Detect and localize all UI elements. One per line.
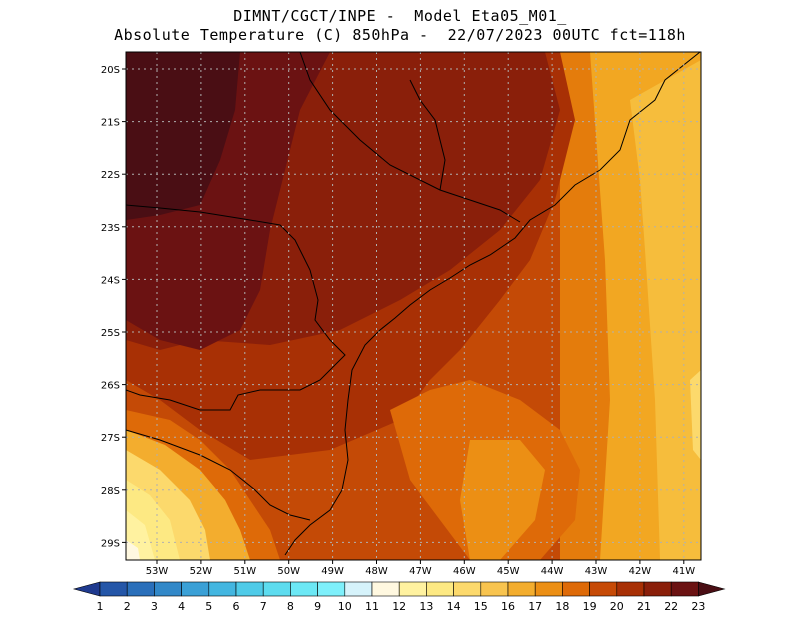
lon-tick-label: 51W <box>233 566 256 577</box>
colorbar-bin <box>344 581 373 597</box>
lat-tick-label: 25S <box>101 328 120 339</box>
lat-tick-label: 20S <box>101 65 120 76</box>
colorbar-label: 20 <box>610 600 624 613</box>
colorbar-label: 14 <box>447 600 461 613</box>
colorbar-bin <box>643 581 672 597</box>
colorbar-bin <box>317 581 346 597</box>
lon-tick-label: 52W <box>190 566 213 577</box>
lon-tick-label: 44W <box>541 566 564 577</box>
colorbar-label: 21 <box>637 600 651 613</box>
colorbar-bin <box>235 581 264 597</box>
lat-tick-label: 26S <box>101 381 120 392</box>
colorbar-label: 11 <box>365 600 379 613</box>
lat-tick-label: 28S <box>101 486 120 497</box>
lat-tick-label: 27S <box>101 433 120 444</box>
colorbar-bin <box>371 581 400 597</box>
colorbar-bin <box>616 581 645 597</box>
colorbar-label: 2 <box>124 600 131 613</box>
colorbar-bin <box>290 581 318 597</box>
lat-tick-label: 23S <box>101 223 120 234</box>
colorbar-label: 5 <box>205 600 212 613</box>
colorbar-label: 9 <box>314 600 321 613</box>
coastline-borders <box>126 52 701 556</box>
lat-tick-label: 21S <box>101 118 120 129</box>
colorbar-bin <box>480 581 509 597</box>
colorbar-bin <box>99 581 128 597</box>
colorbar-bin <box>262 581 291 597</box>
lon-tick-label: 49W <box>321 566 344 577</box>
map-gridlines <box>126 52 701 560</box>
lon-tick-label: 48W <box>365 566 388 577</box>
colorbar-label: 7 <box>260 600 267 613</box>
lon-tick-label: 42W <box>629 566 652 577</box>
colorbar-bin <box>398 581 427 597</box>
colorbar-bin <box>154 581 182 597</box>
colorbar-bin <box>589 581 618 597</box>
colorbar <box>72 581 726 597</box>
colorbar-label: 22 <box>664 600 678 613</box>
lon-tick-label: 53W <box>146 566 169 577</box>
colorbar-label: 4 <box>178 600 185 613</box>
colorbar-bin <box>670 581 699 597</box>
lon-tick-label: 50W <box>277 566 300 577</box>
colorbar-bin <box>453 581 482 597</box>
latitude-labels: 20S 21S 22S 23S 24S 25S 26S 27S 28S 29S <box>101 65 126 549</box>
lon-tick-label: 43W <box>585 566 608 577</box>
colorbar-label: 3 <box>151 600 158 613</box>
longitude-labels: 53W 52W 51W 50W 49W 48W 47W 46W 45W 44W 43W 42W 41W <box>146 560 695 577</box>
colorbar-bin <box>562 581 590 597</box>
colorbar-left-arrow <box>72 581 101 597</box>
map-subtitle: Absolute Temperature (C) 850hPa - 22/07/… <box>114 26 686 44</box>
lon-tick-label: 46W <box>453 566 476 577</box>
colorbar-label: 1 <box>97 600 104 613</box>
colorbar-labels: 1 2 3 4 5 6 7 8 9 10 11 12 13 14 15 16 17 18 19 20 21 22 23 <box>97 600 706 613</box>
lon-tick-label: 47W <box>409 566 432 577</box>
colorbar-label: 18 <box>555 600 569 613</box>
colorbar-bin <box>507 581 536 597</box>
colorbar-bin <box>208 581 237 597</box>
colorbar-bin <box>181 581 210 597</box>
lat-tick-label: 22S <box>101 170 120 181</box>
colorbar-label: 13 <box>419 600 433 613</box>
colorbar-label: 12 <box>392 600 406 613</box>
colorbar-label: 15 <box>474 600 488 613</box>
temperature-field <box>126 52 701 560</box>
lon-tick-label: 41W <box>672 566 695 577</box>
lat-tick-label: 24S <box>101 275 120 286</box>
colorbar-label: 17 <box>528 600 542 613</box>
colorbar-bin <box>126 581 155 597</box>
colorbar-label: 6 <box>233 600 240 613</box>
colorbar-bin <box>534 581 563 597</box>
colorbar-label: 8 <box>287 600 294 613</box>
colorbar-label: 19 <box>583 600 597 613</box>
lon-tick-label: 45W <box>497 566 520 577</box>
map-title: DIMNT/CGCT/INPE - Model Eta05_M01_ <box>233 7 567 25</box>
lat-tick-label: 29S <box>101 538 120 549</box>
colorbar-right-arrow <box>698 581 726 597</box>
colorbar-label: 16 <box>501 600 515 613</box>
map-frame <box>125 51 702 561</box>
colorbar-bin <box>426 581 454 597</box>
colorbar-label: 10 <box>338 600 352 613</box>
colorbar-label: 23 <box>691 600 705 613</box>
